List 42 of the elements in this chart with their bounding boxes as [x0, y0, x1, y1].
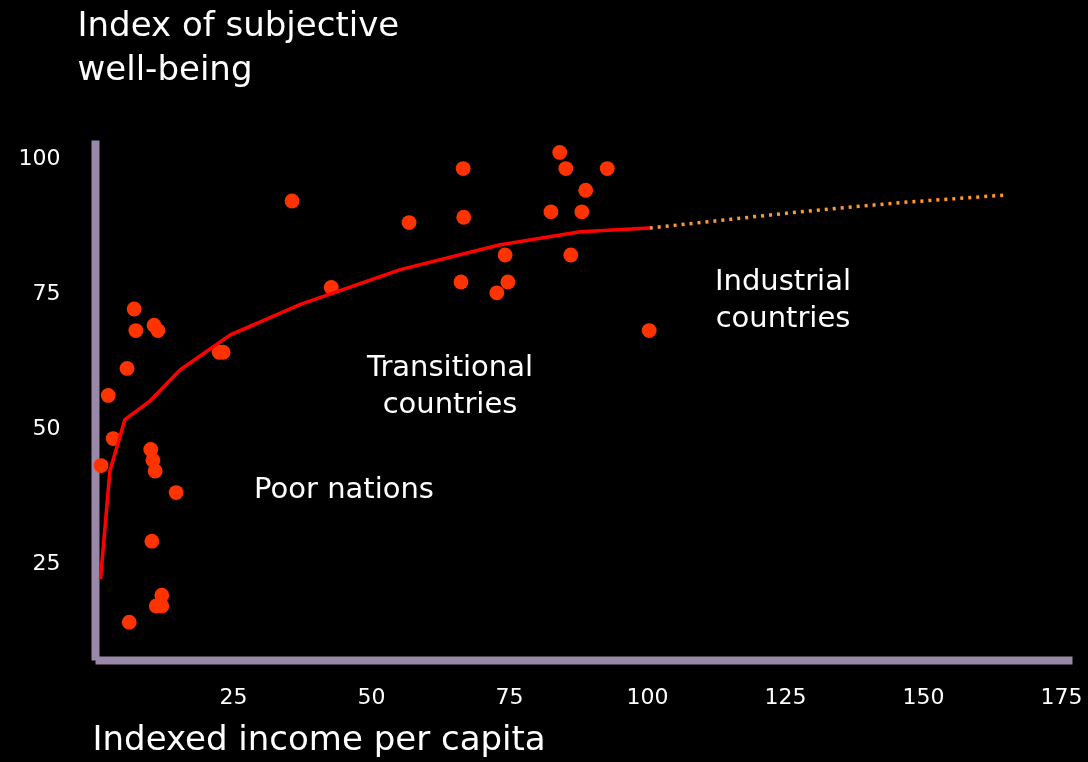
- x-tick-label: 175: [1040, 683, 1083, 709]
- y-axis-title: Index of subjective well-being: [77, 3, 400, 88]
- point: [128, 323, 144, 339]
- point: [558, 161, 574, 177]
- point: [456, 209, 472, 225]
- point: [599, 161, 615, 177]
- point: [552, 145, 568, 160]
- annotation: Poor nations: [254, 471, 434, 505]
- point: [93, 458, 109, 474]
- x-tick-label: 25: [219, 683, 248, 709]
- y-tick-label: 50: [32, 415, 61, 441]
- point: [168, 485, 184, 501]
- point: [119, 361, 135, 376]
- point: [284, 193, 300, 209]
- x-tick-label: 125: [764, 683, 807, 709]
- point: [126, 301, 142, 317]
- y-tick-label: 25: [32, 550, 61, 576]
- point: [121, 614, 137, 630]
- x-tick-label: 50: [357, 683, 386, 709]
- annotation: Industrial countries: [714, 263, 852, 334]
- point: [578, 182, 594, 198]
- point: [489, 285, 505, 301]
- point: [563, 247, 579, 263]
- annotation: Transitional countries: [365, 349, 534, 420]
- y-tick-label: 75: [32, 280, 61, 306]
- x-tick-label: 150: [902, 683, 945, 709]
- point: [401, 215, 417, 231]
- point: [453, 274, 469, 290]
- x-axis-title: Indexed income per capita: [92, 717, 546, 758]
- point: [497, 247, 513, 263]
- y-tick-label: 100: [18, 145, 61, 171]
- point: [147, 463, 163, 479]
- x-tick-label: 75: [495, 683, 524, 709]
- point: [150, 323, 166, 339]
- point: [500, 274, 516, 290]
- point: [574, 204, 590, 220]
- point: [641, 323, 657, 339]
- point: [455, 161, 471, 177]
- point: [100, 388, 116, 403]
- x-tick-label: 100: [626, 683, 669, 709]
- point: [144, 533, 160, 549]
- point: [543, 204, 559, 220]
